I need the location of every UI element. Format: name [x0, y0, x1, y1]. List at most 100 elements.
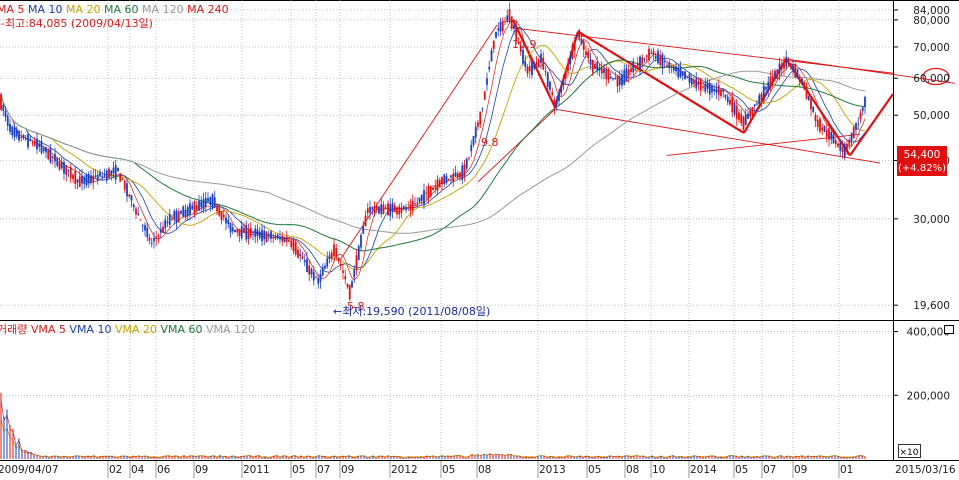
candle-body: [567, 64, 569, 71]
candle-body: [677, 67, 680, 78]
legend-entry[interactable]: MA 20: [63, 3, 101, 16]
candle-body: [312, 271, 315, 281]
candle-body: [492, 40, 495, 49]
legend-entry[interactable]: MA 120: [139, 3, 184, 16]
candle-body: [843, 143, 846, 157]
candle-body: [443, 174, 446, 185]
time-tick-label: 2011: [243, 464, 270, 476]
low-price-note: ←최저:19,590 (2011/08/08일): [333, 304, 490, 318]
candle-body: [387, 203, 389, 216]
candle-body: [153, 237, 155, 242]
candle-body: [157, 235, 160, 237]
candle-body: [402, 206, 405, 209]
candle-body: [65, 165, 68, 175]
candle-body: [270, 231, 272, 239]
candle-body: [481, 108, 484, 110]
candle-body: [366, 208, 369, 214]
volume-legend[interactable]: 거래량 VMA 5 VMA 10 VMA 20 VMA 60 VMA 120: [0, 323, 255, 336]
candle-body: [371, 207, 374, 209]
price-legend[interactable]: MA 5 MA 10 MA 20 MA 60 MA 120 MA 240: [0, 3, 229, 16]
candle-body: [688, 73, 691, 83]
candle-body: [472, 136, 475, 145]
candle-body: [317, 277, 320, 284]
candle-body: [636, 62, 639, 66]
candle-body: [686, 76, 689, 78]
volume-bars: [0, 392, 866, 459]
candle-body: [535, 61, 538, 66]
candle-body: [425, 192, 428, 194]
legend-entry[interactable]: VMA 60: [157, 323, 203, 336]
high-price-note: --최고:84,085 (2009/04/13일): [0, 16, 153, 30]
legend-entry[interactable]: MA 10: [25, 3, 63, 16]
candle-body: [324, 265, 326, 269]
candle-body: [814, 115, 817, 121]
candle-body: [846, 143, 848, 152]
candle-body: [351, 281, 353, 288]
trend-line: [554, 108, 881, 164]
candle-body: [724, 94, 727, 98]
legend-entry[interactable]: MA 60: [101, 3, 139, 16]
legend-entry[interactable]: VMA 10: [66, 323, 112, 336]
candle-body: [405, 208, 407, 211]
candle-body: [519, 45, 522, 52]
volume-multiplier[interactable]: ×10: [898, 444, 921, 459]
candle-body: [722, 89, 725, 92]
candle-body: [364, 215, 367, 227]
candle-body: [393, 205, 396, 213]
legend-entry[interactable]: VMA 20: [111, 323, 157, 336]
candle-body: [760, 93, 763, 101]
legend-entry[interactable]: MA 240: [184, 3, 229, 16]
grid-lines: [0, 0, 893, 460]
candle-body: [238, 229, 241, 237]
trend-line: [477, 108, 556, 183]
candle-body: [330, 252, 333, 259]
candle-body: [112, 167, 115, 174]
candle-body: [704, 83, 707, 92]
candle-body: [441, 177, 443, 185]
candle-body: [537, 59, 540, 68]
legend-entry[interactable]: MA 5: [0, 3, 25, 16]
candle-body: [202, 199, 205, 210]
legend-entry[interactable]: 거래량: [0, 323, 27, 336]
candle-body: [42, 147, 45, 152]
candle-body: [249, 227, 252, 237]
candle-body: [528, 66, 531, 72]
candle-body: [247, 229, 250, 240]
candle-body: [339, 263, 342, 267]
candle-body: [85, 174, 88, 185]
candle-body: [663, 61, 666, 63]
candle-body: [488, 66, 491, 70]
legend-entry[interactable]: VMA 5: [27, 323, 66, 336]
candle-body: [497, 28, 500, 31]
time-tick-label: 06: [157, 464, 171, 476]
panel-settings-icon[interactable]: [944, 325, 954, 334]
candle-body: [348, 285, 351, 300]
candle-body: [69, 167, 72, 178]
candle-body: [459, 172, 461, 178]
candle-body: [675, 66, 677, 72]
candle-body: [173, 211, 176, 220]
candle-body: [585, 51, 587, 55]
candle-body: [333, 244, 335, 257]
candle-body: [15, 128, 18, 137]
candle-body: [859, 112, 862, 120]
candle-body: [830, 131, 833, 140]
candle-body: [479, 111, 482, 125]
candle-body: [229, 222, 232, 233]
candle-body: [27, 134, 29, 148]
candle-body: [409, 204, 412, 211]
price-tick-label: 19,600: [913, 300, 950, 312]
candle-body: [618, 76, 621, 86]
candle-body: [234, 229, 236, 233]
candle-body: [108, 168, 110, 178]
legend-entry[interactable]: VMA 120: [203, 323, 256, 336]
multiplier-box[interactable]: [898, 444, 921, 458]
candle-body: [159, 228, 162, 233]
time-tick-label: 01: [840, 464, 853, 476]
candle-body: [668, 62, 671, 69]
candle-body: [382, 204, 385, 215]
low-date-mark: 5.8: [347, 300, 365, 313]
candle-body: [36, 138, 38, 150]
candle-body: [828, 128, 830, 140]
candle-body: [87, 173, 90, 184]
